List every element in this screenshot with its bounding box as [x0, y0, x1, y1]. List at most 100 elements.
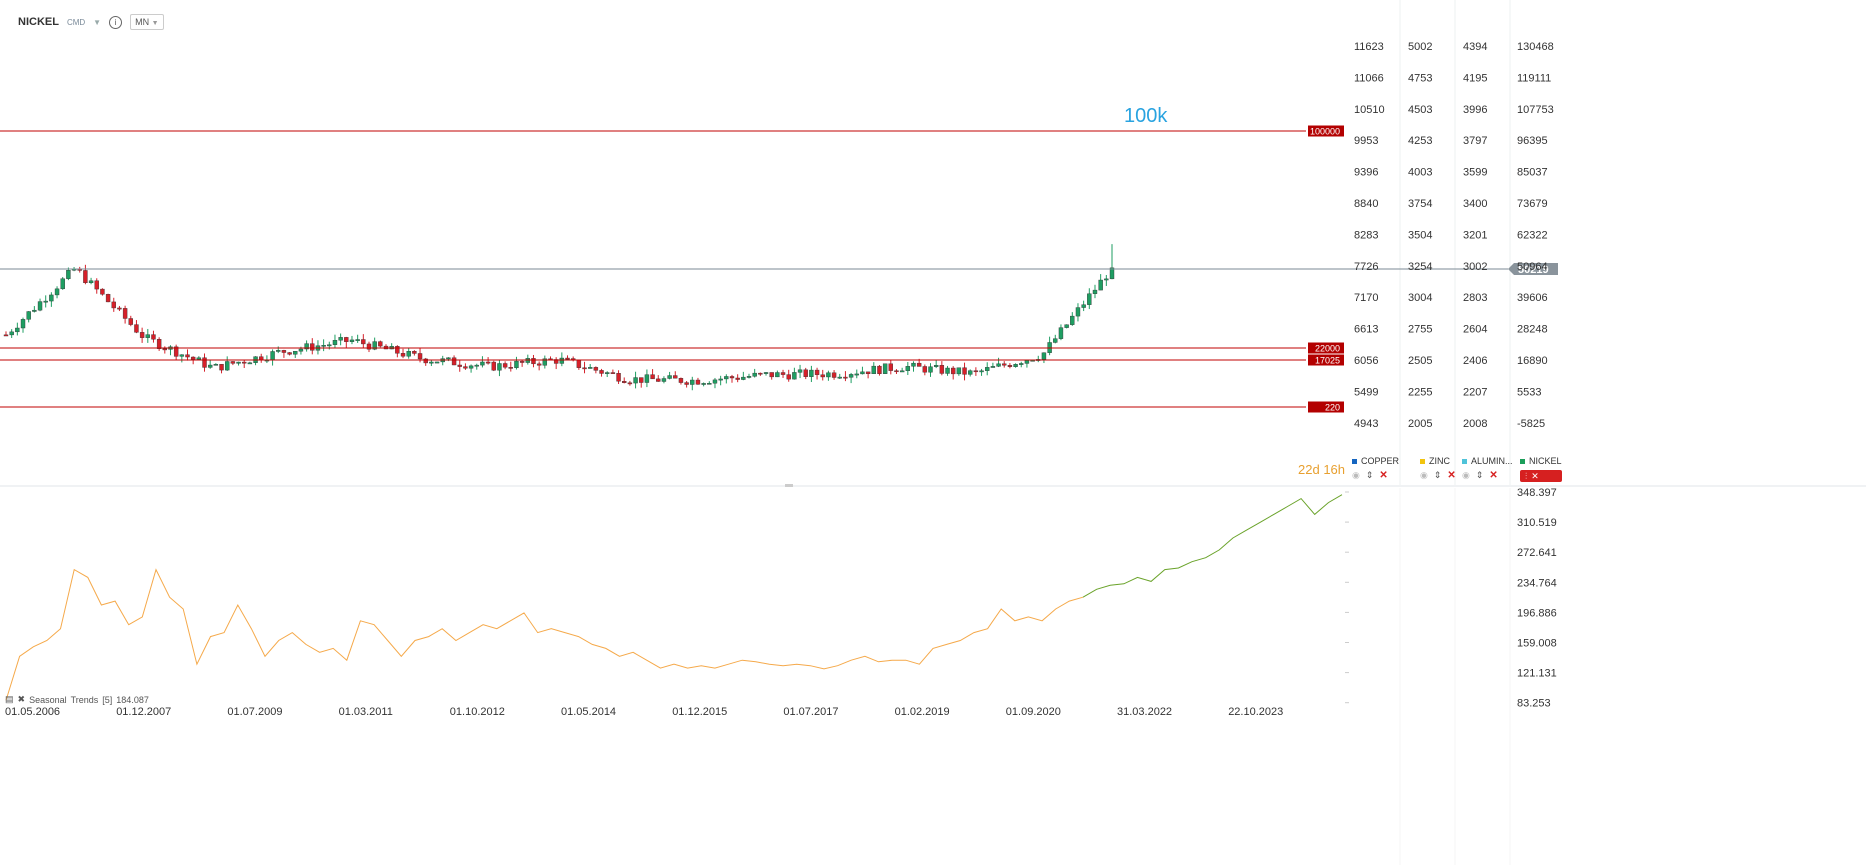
candle-body	[1109, 267, 1115, 280]
annotation-100k[interactable]: 100k	[1124, 105, 1168, 127]
lower-axis-tick: 121.131	[1517, 668, 1557, 680]
indicator-settings-icon[interactable]: ▤	[5, 694, 14, 704]
legend-title: COPPER	[1352, 456, 1399, 466]
candle-body	[553, 359, 559, 364]
reorder-icon[interactable]: ⇕	[1365, 470, 1374, 480]
legend-title: ALUMIN...	[1462, 456, 1513, 466]
reorder-icon[interactable]: ⇕	[1433, 470, 1442, 480]
price-axis-tick: 39606	[1517, 292, 1548, 304]
seasonal-trend-pane: 348.397 310.519 272.641 234.764 196.886 159.0…	[5, 487, 1557, 710]
candle-body	[429, 361, 434, 364]
candle-body	[888, 363, 893, 371]
pane-resize-handle	[785, 484, 793, 487]
price-axis-tick: 2008	[1463, 418, 1487, 430]
candle-body	[463, 366, 468, 369]
candle-body	[190, 356, 196, 360]
candle-body	[162, 348, 168, 351]
price-axis-tick: 3504	[1408, 229, 1432, 241]
legend-name: NICKEL	[1529, 456, 1562, 466]
candle-body	[786, 374, 791, 380]
series-color-swatch	[1352, 458, 1357, 464]
candle-body	[378, 341, 383, 347]
candle-body	[820, 374, 825, 378]
candle-body	[848, 374, 854, 378]
legend-controls: ◉ ⇕ ✕	[1462, 470, 1513, 481]
candle-body	[996, 363, 1001, 367]
price-axis-tick: 11066	[1354, 72, 1384, 84]
candle-type-icon[interactable]: ⫶	[1525, 471, 1528, 481]
price-axis-tick: 3004	[1408, 292, 1432, 304]
candle-body	[582, 367, 587, 370]
candle-body	[43, 300, 48, 303]
level-badge	[1308, 125, 1344, 137]
price-axis-tick: 4943	[1354, 418, 1378, 430]
legend-item-nickel[interactable]: NICKEL ⫶ ✕	[1520, 456, 1562, 482]
legend-item-zinc[interactable]: ZINC ◉ ⇕ ✕	[1420, 456, 1456, 481]
candle-body	[911, 362, 916, 367]
candle-body	[514, 360, 519, 369]
lower-axis-tick: 272.641	[1517, 547, 1557, 559]
candle-body	[310, 343, 315, 351]
candle-body	[916, 362, 922, 367]
info-icon[interactable]: i	[109, 15, 123, 29]
lower-axis-tick: 348.397	[1517, 487, 1557, 499]
candle-body	[1092, 289, 1098, 294]
candle-body	[724, 376, 729, 380]
candle-body	[752, 372, 757, 377]
legend-item-alumin[interactable]: ALUMIN... ◉ ⇕ ✕	[1462, 456, 1513, 481]
close-icon[interactable]: ✕	[1379, 470, 1388, 481]
candle-body	[758, 372, 763, 375]
price-axis-tick: 11623	[1354, 41, 1384, 53]
close-icon[interactable]: ✕	[1447, 470, 1456, 481]
price-axis-tick: 50964	[1517, 261, 1548, 273]
legend-controls: ⫶ ✕	[1520, 470, 1562, 482]
level-badge-label: 220	[1325, 403, 1340, 413]
level-badge-label: 17025	[1315, 356, 1340, 366]
legend-title: NICKEL	[1520, 456, 1562, 466]
price-axis-tick: 2604	[1463, 324, 1487, 336]
candle-body	[1087, 293, 1092, 305]
eye-icon[interactable]: ◉	[1462, 470, 1470, 480]
close-icon[interactable]: ✕	[1531, 471, 1539, 481]
candle-body	[1098, 279, 1103, 291]
candle-body	[882, 363, 888, 374]
price-axis-tick: 2255	[1408, 386, 1432, 398]
candle-body	[667, 375, 672, 379]
symbol-name[interactable]: NICKEL	[18, 16, 59, 28]
price-axis-tick: 5499	[1354, 386, 1378, 398]
candle-body	[593, 367, 599, 371]
timer-hours: 16	[1323, 462, 1338, 477]
candle-body	[117, 307, 122, 310]
candle-body	[497, 363, 502, 371]
candle-body	[395, 346, 400, 354]
legend-name: ZINC	[1429, 456, 1450, 466]
eye-icon[interactable]: ◉	[1420, 470, 1428, 480]
date-axis-tick: 01.12.2007	[116, 706, 172, 718]
candle-body	[281, 350, 287, 353]
reorder-icon[interactable]: ⇕	[1475, 470, 1484, 480]
candle-body	[627, 382, 633, 385]
candle-body	[650, 374, 655, 380]
candle-body	[213, 363, 219, 366]
indicator-close-icon[interactable]: ✖	[17, 694, 26, 704]
close-icon[interactable]: ✕	[1489, 470, 1498, 481]
chevron-down-icon[interactable]: ▼	[93, 17, 102, 27]
legend-controls: ◉ ⇕ ✕	[1352, 470, 1399, 481]
candle-body	[718, 378, 723, 381]
candle-body	[361, 339, 366, 345]
candle-body	[990, 366, 996, 368]
date-axis-tick: 01.12.2015	[672, 706, 728, 718]
candle-body	[49, 294, 54, 302]
candle-body	[826, 372, 831, 378]
legend-item-copper[interactable]: COPPER ◉ ⇕ ✕	[1352, 456, 1399, 481]
candle-body	[962, 367, 967, 375]
candle-body	[950, 367, 956, 375]
eye-icon[interactable]: ◉	[1352, 470, 1360, 480]
timeframe-select[interactable]: MN ▼	[130, 14, 164, 30]
candle-body	[242, 361, 247, 364]
timer-days-unit: d	[1312, 462, 1320, 477]
candle-body	[26, 311, 31, 320]
candle-body	[780, 372, 786, 375]
